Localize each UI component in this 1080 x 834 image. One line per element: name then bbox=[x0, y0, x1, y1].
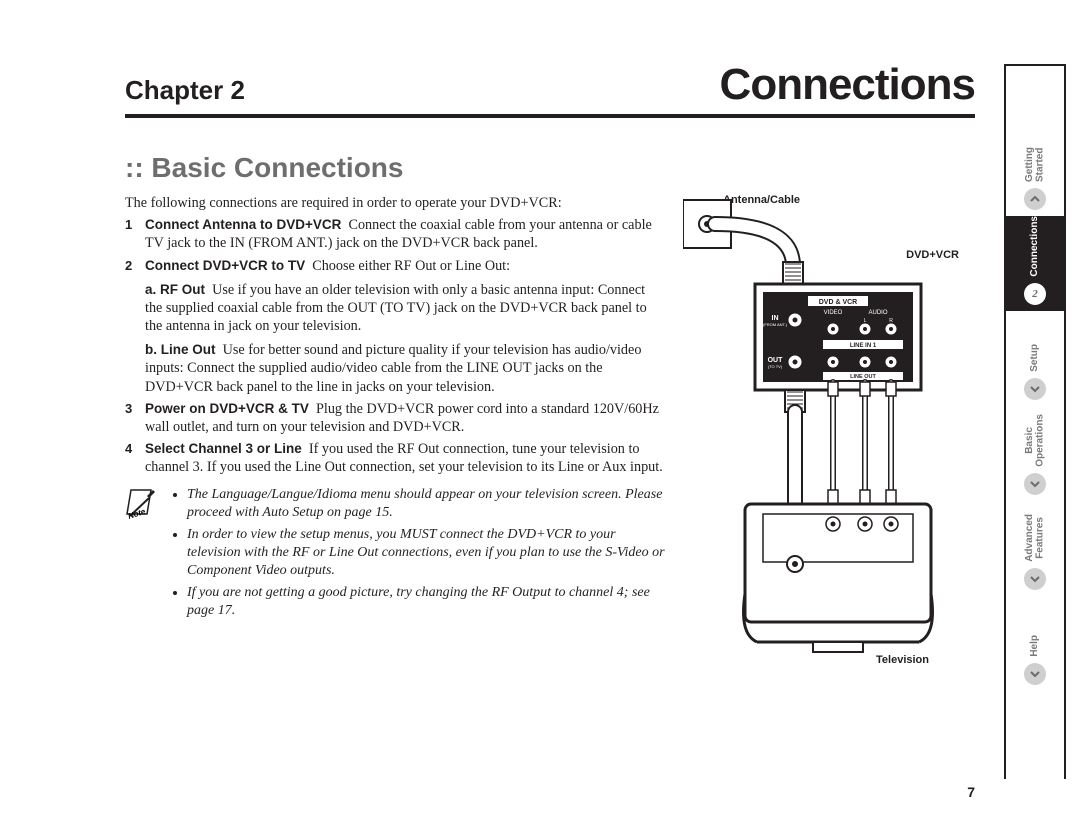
step-item: Power on DVD+VCR & TV Plug the DVD+VCR p… bbox=[125, 400, 665, 436]
svg-text:VIDEO: VIDEO bbox=[824, 310, 843, 316]
svg-text:LINE IN 1: LINE IN 1 bbox=[850, 343, 877, 349]
step-item: Connect Antenna to DVD+VCR Connect the c… bbox=[125, 216, 665, 252]
tab-label: Setup bbox=[1030, 344, 1041, 372]
chapter-label: Chapter 2 bbox=[125, 75, 245, 106]
page-content: Chapter 2 Connections :: Basic Connectio… bbox=[125, 60, 975, 780]
content-columns: The following connections are required i… bbox=[125, 194, 975, 674]
chapter-header: Chapter 2 Connections bbox=[125, 60, 975, 118]
tab-setup[interactable]: Setup bbox=[1024, 311, 1046, 406]
figure-column: Antenna/Cable DVD+VCR Television bbox=[683, 194, 963, 674]
tab-advanced-features[interactable]: AdvancedFeatures bbox=[1024, 501, 1046, 596]
step-item: Connect DVD+VCR to TV Choose either RF O… bbox=[125, 257, 665, 396]
tab-circle-icon bbox=[1024, 473, 1046, 495]
tab-circle-icon bbox=[1024, 568, 1046, 590]
svg-text:(TO TV): (TO TV) bbox=[768, 364, 783, 369]
step-item: Select Channel 3 or Line If you used the… bbox=[125, 440, 665, 476]
tab-label: AdvancedFeatures bbox=[1025, 514, 1046, 562]
step-runin: Connect Antenna to DVD+VCR bbox=[145, 217, 341, 232]
sub-runin: a. RF Out bbox=[145, 282, 205, 297]
step-runin: Power on DVD+VCR & TV bbox=[145, 401, 309, 416]
svg-text:IN: IN bbox=[772, 315, 779, 322]
tab-circle-icon: 2 bbox=[1024, 283, 1046, 305]
panel-title-text: DVD & VCR bbox=[819, 299, 858, 306]
step-runin: Connect DVD+VCR to TV bbox=[145, 258, 305, 273]
side-tab-strip: GettingStarted Connections 2 Setup Basic… bbox=[1004, 64, 1066, 779]
connection-diagram: DVD & VCR IN (FROM ANT.) OUT (TO TV) VID… bbox=[683, 194, 963, 674]
sub-body: Use for better sound and picture quality… bbox=[145, 342, 641, 394]
note-item: In order to view the setup menus, you MU… bbox=[187, 526, 665, 580]
step-runin: Select Channel 3 or Line bbox=[145, 441, 302, 456]
tab-label: Connections bbox=[1030, 216, 1041, 277]
section-title: :: Basic Connections bbox=[125, 152, 975, 184]
note-item: If you are not getting a good picture, t… bbox=[187, 584, 665, 620]
note-item: The Language/Langue/Idioma menu should a… bbox=[187, 486, 665, 522]
note-block: Note The Language/Langue/Idioma menu sho… bbox=[125, 486, 665, 623]
intro-text: The following connections are required i… bbox=[125, 194, 665, 212]
step-sub: b. Line Out Use for better sound and pic… bbox=[145, 341, 665, 396]
svg-text:LINE OUT: LINE OUT bbox=[850, 374, 876, 380]
tab-circle-icon bbox=[1024, 188, 1046, 210]
tab-basic-operations[interactable]: BasicOperations bbox=[1024, 406, 1046, 501]
tab-connections[interactable]: Connections 2 bbox=[1006, 216, 1064, 311]
tab-circle-icon bbox=[1024, 663, 1046, 685]
note-list: The Language/Langue/Idioma menu should a… bbox=[169, 486, 665, 623]
sub-runin: b. Line Out bbox=[145, 342, 216, 357]
chapter-title: Connections bbox=[720, 60, 975, 110]
tab-label: BasicOperations bbox=[1025, 414, 1046, 467]
svg-text:Note: Note bbox=[127, 507, 147, 520]
svg-text:OUT: OUT bbox=[768, 357, 784, 364]
page-number: 7 bbox=[967, 784, 975, 800]
svg-text:(FROM ANT.): (FROM ANT.) bbox=[763, 322, 788, 327]
tab-circle-icon bbox=[1024, 378, 1046, 400]
tab-help[interactable]: Help bbox=[1024, 596, 1046, 691]
tab-getting-started[interactable]: GettingStarted bbox=[1024, 121, 1046, 216]
note-icon: Note bbox=[125, 486, 159, 623]
step-sub: a. RF Out Use if you have an older telev… bbox=[145, 281, 665, 336]
tab-label: GettingStarted bbox=[1025, 147, 1046, 182]
svg-text:AUDIO: AUDIO bbox=[868, 310, 887, 316]
step-body: Choose either RF Out or Line Out: bbox=[312, 258, 510, 274]
text-column: The following connections are required i… bbox=[125, 194, 665, 674]
tab-label: Help bbox=[1030, 635, 1041, 657]
steps-list: Connect Antenna to DVD+VCR Connect the c… bbox=[125, 216, 665, 476]
sub-body: Use if you have an older television with… bbox=[145, 282, 647, 334]
